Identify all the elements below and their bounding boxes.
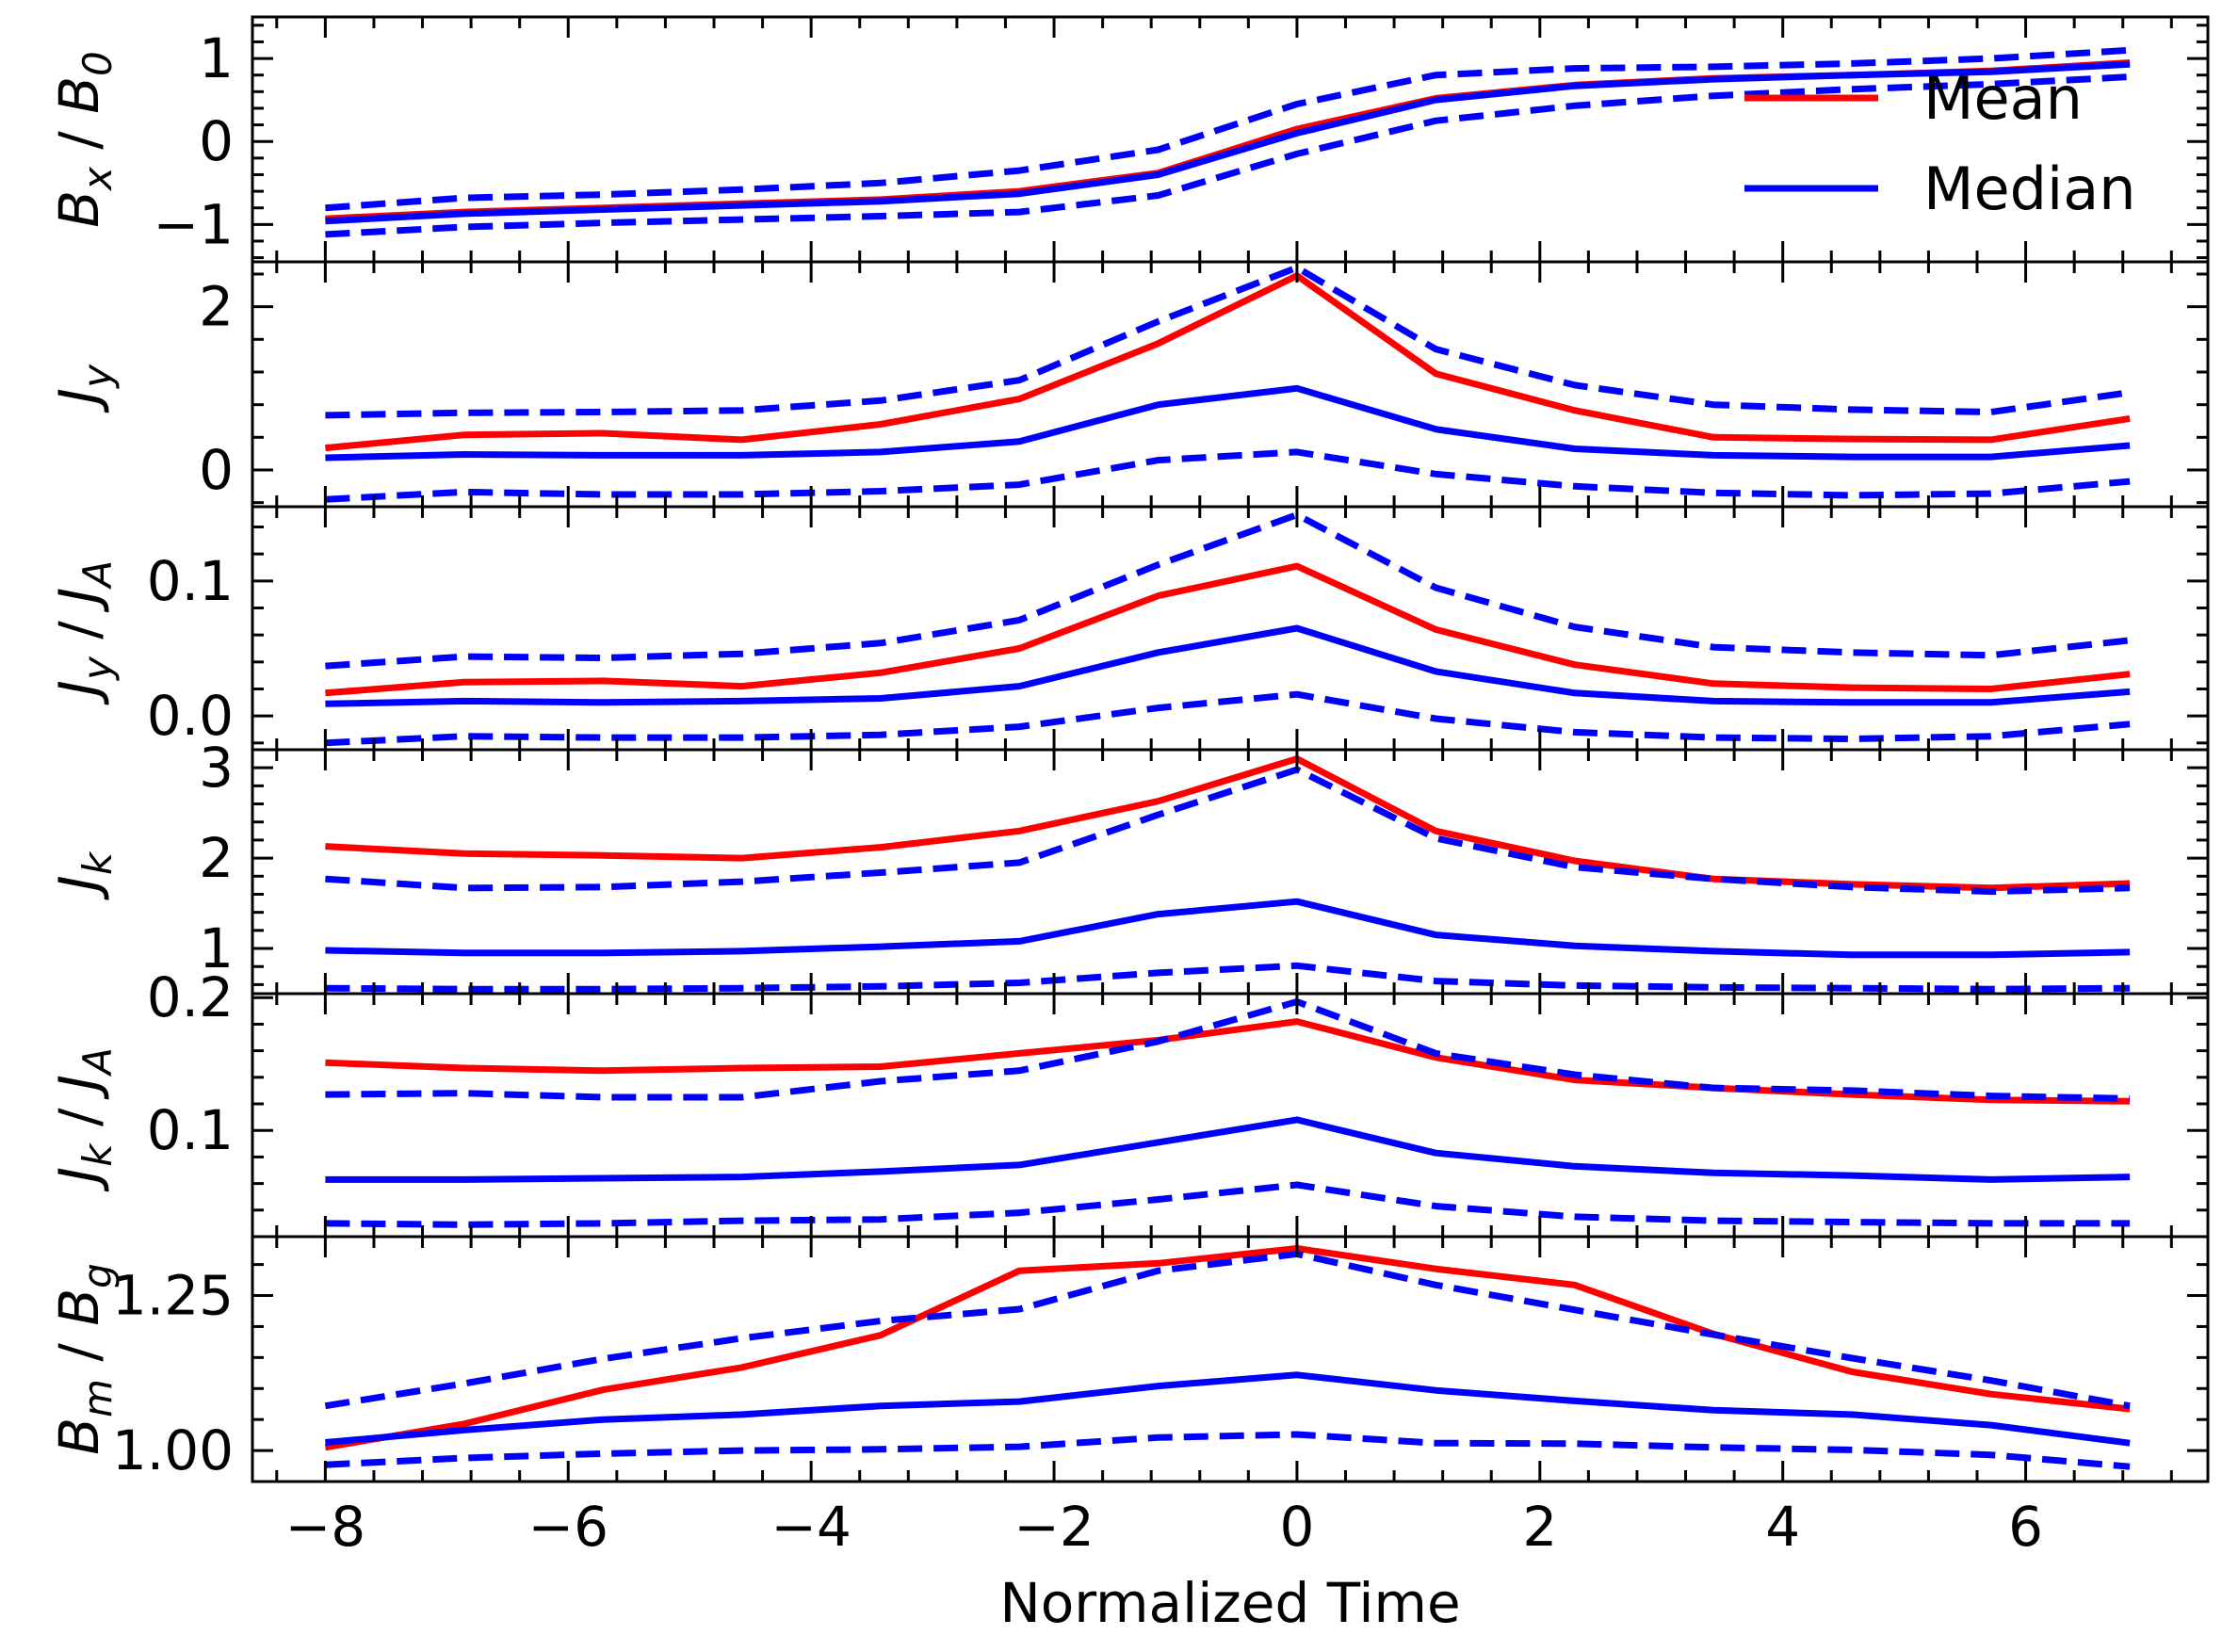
series-median-line — [325, 898, 2131, 959]
series-mean-line — [325, 755, 2131, 892]
y-axis-label: Jy / JA — [47, 560, 121, 705]
legend: Mean Median — [1744, 64, 2136, 223]
x-tick-label: −8 — [285, 1495, 366, 1559]
panel-1-series — [325, 46, 2131, 238]
y-axis-label: Bm / Bg — [47, 1263, 121, 1455]
y-tick-label: 3 — [199, 736, 234, 800]
panel-frame — [251, 260, 2210, 509]
series-dashed-lower-line — [325, 1181, 2131, 1228]
x-axis-label: Normalized Time — [999, 1571, 1460, 1635]
series-median-line — [325, 1116, 2131, 1183]
y-tick-label: 1.25 — [112, 1264, 234, 1328]
y-axis-label: Jy — [47, 364, 121, 413]
y-tick-label: 0.2 — [147, 965, 234, 1029]
series-dashed-lower-line — [325, 1431, 2131, 1470]
y-tick-label: 1 — [199, 916, 234, 980]
y-axis-label: Bx / B0 — [47, 51, 121, 228]
y-tick-label: 0 — [199, 438, 234, 502]
panel-5-series — [325, 998, 2131, 1228]
y-tick-label: 1.00 — [112, 1418, 234, 1482]
series-dashed-lower-line — [325, 690, 2131, 747]
y-tick-label: 2 — [199, 826, 234, 890]
series-median-line — [325, 60, 2131, 225]
x-tick-label: −4 — [770, 1495, 851, 1559]
series-median-line — [325, 624, 2131, 707]
y-tick-label: 2 — [199, 275, 234, 339]
x-tick-label: −6 — [528, 1495, 609, 1559]
y-axis-label: Jk — [47, 850, 121, 900]
y-tick-label: 0.1 — [147, 549, 234, 613]
panel-1: −1 0 1 Bx / B0 — [47, 15, 2210, 264]
legend-label: Mean — [1923, 64, 2083, 133]
panel-4: 1 2 3 Jk — [47, 736, 2210, 996]
panel-frame — [251, 1235, 2210, 1483]
series-mean-line — [324, 1245, 2131, 1451]
panel-4-series — [325, 755, 2131, 993]
y-tick-label: 1 — [199, 26, 234, 90]
y-tick-label: −1 — [154, 192, 235, 256]
y-tick-label: 0 — [199, 109, 234, 173]
panel-2-series — [325, 264, 2131, 503]
x-tick-label: 2 — [1522, 1495, 1557, 1559]
series-dashed-lower-line — [325, 448, 2131, 503]
series-mean-line — [325, 562, 2131, 697]
series-median-line — [325, 1371, 2131, 1447]
x-tick-label: −2 — [1014, 1495, 1095, 1559]
series-dashed-upper-line — [325, 264, 2131, 419]
x-tick-label: 6 — [2008, 1495, 2043, 1559]
panel-3-series — [325, 511, 2131, 747]
series-median-line — [325, 384, 2131, 462]
panel-5: 0.1 0.2 Jk / JA — [47, 965, 2210, 1239]
panel-6-series — [324, 1245, 2131, 1470]
series-mean-line — [325, 272, 2131, 452]
y-axis-label: Jk / JA — [47, 1047, 121, 1192]
y-tick-label: 0.0 — [147, 684, 234, 748]
series-dashed-upper-line — [325, 766, 2131, 896]
x-tick-label: 4 — [1765, 1495, 1800, 1559]
y-tick-label: 0.1 — [147, 1098, 234, 1162]
series-dashed-lower-line — [325, 962, 2131, 993]
legend-label: Median — [1923, 154, 2136, 223]
series-dashed-upper-line — [325, 998, 2131, 1102]
panel-2: 0 2 Jy — [47, 260, 2210, 509]
panel-frame — [251, 505, 2210, 752]
series-dashed-upper-line — [324, 1250, 2131, 1410]
series-dashed-upper-line — [325, 511, 2131, 670]
x-tick-label: 0 — [1279, 1495, 1314, 1559]
series-dashed-lower-line — [325, 73, 2131, 238]
panel-3: 0.0 0.1 Jy / JA — [47, 505, 2210, 752]
series-dashed-upper-line — [325, 46, 2131, 212]
